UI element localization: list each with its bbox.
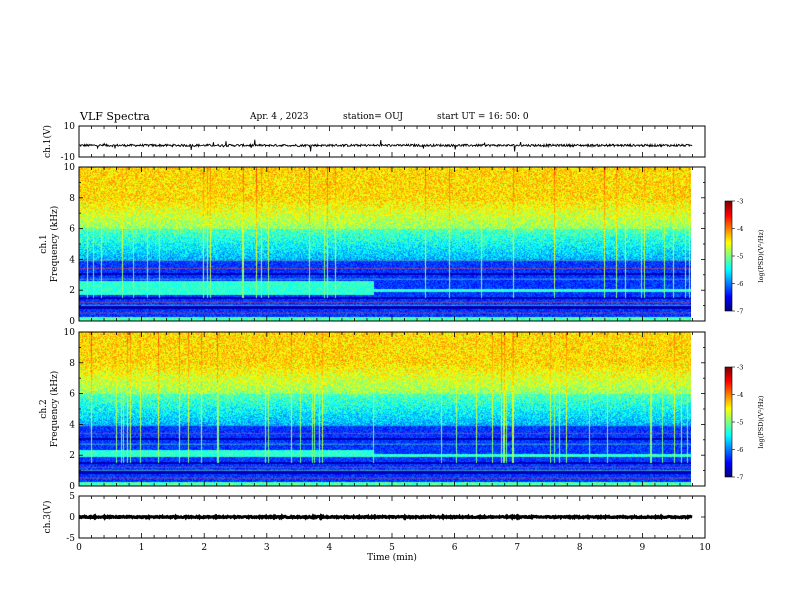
colorbar-tick-label: -5 <box>737 419 743 427</box>
colorbar-tick-label: -7 <box>737 474 743 482</box>
x-tick-label: 0 <box>76 543 82 553</box>
x-axis-label: Time (min) <box>367 552 417 563</box>
ch2-spectrogram-panel: 0 2 4 6 8 10 ch.2 Frequency (kHz) <box>39 328 706 492</box>
y-tick-label: 8 <box>69 359 75 369</box>
y-axis-label: ch.1(V) <box>42 125 53 158</box>
colorbar-label: log(PSD)(V²/Hz) <box>757 395 765 448</box>
ch1-colorbar <box>725 201 732 311</box>
ch1-spectrogram-panel: 0 2 4 6 8 10 ch.1 Frequency (kHz) <box>39 163 706 327</box>
x-tick-label: 1 <box>139 543 145 553</box>
y-tick-label: 4 <box>69 420 75 430</box>
y-axis-label: Frequency (kHz) <box>49 206 60 283</box>
ch2-colorbar <box>725 367 732 477</box>
voltage-trace <box>78 139 693 152</box>
x-tick-label: 7 <box>514 543 520 553</box>
figure-title: VLF Spectra <box>80 110 150 123</box>
x-tick-label: 4 <box>327 543 333 553</box>
y-tick-label: 6 <box>69 225 75 235</box>
y-tick-label: 5 <box>69 492 75 502</box>
colorbar-tick-label: -6 <box>737 280 743 288</box>
plot-frame <box>78 331 706 487</box>
ch1-spectrogram-image <box>79 167 691 321</box>
colorbar-tick-label: -6 <box>737 446 743 454</box>
y-tick-label: -5 <box>66 534 75 544</box>
ch1-voltage-panel: 10 -10 ch.1(V) <box>42 122 706 163</box>
x-tick-label: 3 <box>264 543 270 553</box>
y-tick-label: 10 <box>64 163 76 173</box>
x-tick-label: 9 <box>640 543 646 553</box>
colorbar-tick-label: -3 <box>737 198 743 206</box>
y-tick-label: 2 <box>69 286 75 296</box>
colorbar-label: log(PSD)(V²/Hz) <box>757 229 765 282</box>
plot-frame <box>78 166 706 322</box>
y-axis-label: ch.2 <box>39 399 49 418</box>
ch2-spectrogram-image <box>79 332 691 486</box>
ch2-colorbar-axis: -3 -4 -5 -6 -7 log(PSD)(V²/Hz) <box>724 364 765 482</box>
voltage-trace <box>78 513 693 521</box>
colorbar-tick-label: -7 <box>737 308 743 316</box>
x-tick-label: 8 <box>577 543 583 553</box>
date-label: Apr. 4 , 2023 <box>250 112 309 122</box>
x-tick-label: 2 <box>201 543 207 553</box>
x-tick-label: 10 <box>699 543 711 553</box>
colorbar-tick-label: -5 <box>737 253 743 261</box>
ch1-colorbar-axis: -3 -4 -5 -6 -7 log(PSD)(V²/Hz) <box>724 198 765 316</box>
y-tick-label: 0 <box>69 317 75 327</box>
y-tick-label: 4 <box>69 255 75 265</box>
colorbar-tick-label: -3 <box>737 364 743 372</box>
start-time-label: start UT = 16: 50: 0 <box>437 112 529 122</box>
x-tick-label: 6 <box>452 543 458 553</box>
x-tick-label: 5 <box>389 543 395 553</box>
y-tick-label: 10 <box>64 122 76 132</box>
colorbar-tick-label: -4 <box>737 225 743 233</box>
station-label: station= OUJ <box>343 112 404 122</box>
colorbar-frame <box>724 200 733 312</box>
y-tick-label: 10 <box>64 328 76 338</box>
y-axis-label: ch.3(V) <box>42 501 53 534</box>
y-axis-label: ch.1 <box>39 234 49 253</box>
colorbar-frame <box>724 366 733 478</box>
colorbar-tick-label: -4 <box>737 391 743 399</box>
y-axis-label: Frequency (kHz) <box>49 371 60 448</box>
y-tick-label: -10 <box>61 153 76 163</box>
y-tick-label: 8 <box>69 194 75 204</box>
y-tick-label: 0 <box>69 513 75 523</box>
y-tick-label: 0 <box>69 482 75 492</box>
y-tick-label: 2 <box>69 451 75 461</box>
y-tick-label: 6 <box>69 390 75 400</box>
